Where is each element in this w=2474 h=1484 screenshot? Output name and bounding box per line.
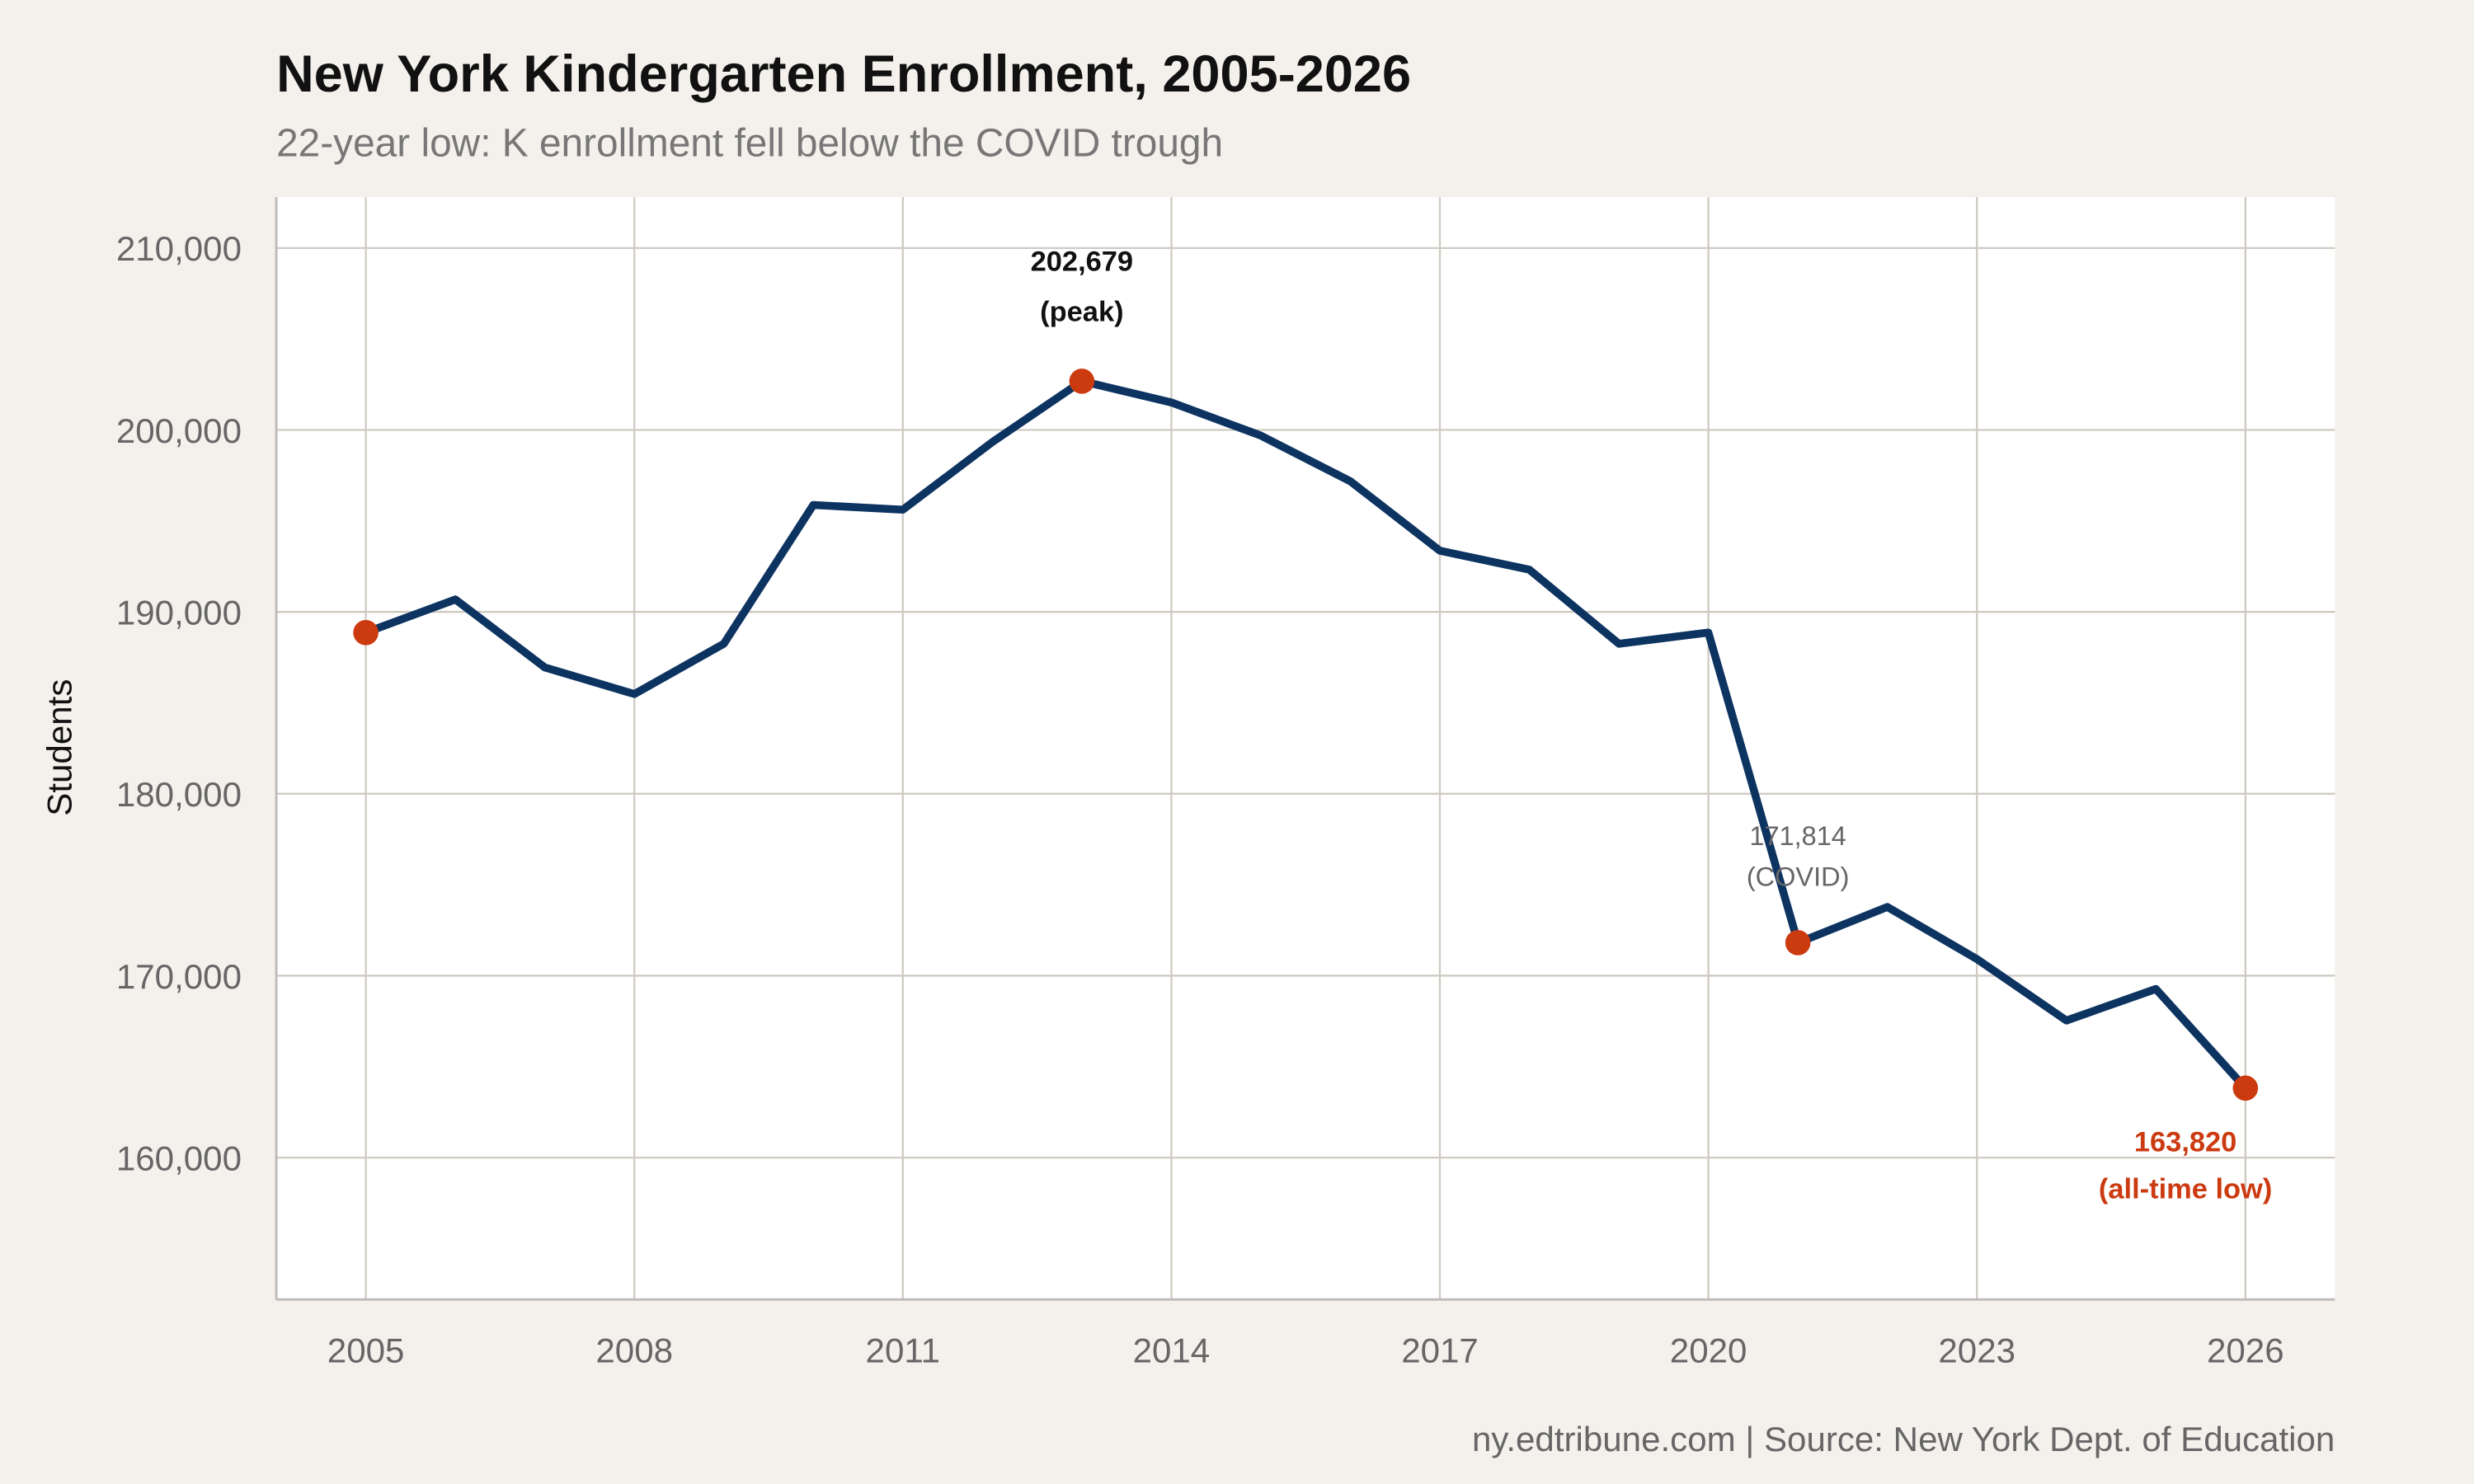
data-point-2005 [353,620,379,646]
x-tick-label: 2023 [1938,1331,2015,1370]
y-axis-label: Students [40,679,78,816]
chart-title: New York Kindergarten Enrollment, 2005-2… [276,45,1411,103]
y-tick-label: 210,000 [116,229,242,268]
x-tick-label: 2011 [866,1331,940,1370]
x-tick-label: 2017 [1401,1331,1479,1370]
x-tick-label: 2014 [1133,1331,1211,1370]
y-tick-label: 180,000 [116,775,242,814]
x-tick-label: 2008 [595,1331,673,1370]
plot-panel [276,197,2335,1300]
annotation-value: 202,679 [1031,247,1133,278]
annotation-value: 163,820 [2134,1126,2236,1158]
annotation-note: (peak) [1040,297,1123,328]
chart-caption: ny.edtribune.com | Source: New York Dept… [1472,1420,2335,1458]
data-point-2021 [1785,930,1811,956]
x-tick-label: 2020 [1670,1331,1747,1370]
annotation-note: (all-time low) [2099,1174,2272,1205]
annotations: 202,679 (peak) 171,814 (COVID) 163,820 (all-t… [1031,247,2273,1205]
annotation-note: (COVID) [1747,862,1850,892]
tick-labels: 160,000 170,000 180,000 190,000 200,000 210,0… [116,229,2284,1370]
y-tick-label: 170,000 [116,957,242,996]
gridlines [276,197,2335,1300]
data-point-2013 [1069,369,1095,394]
x-tick-label: 2026 [2207,1331,2284,1370]
y-tick-label: 200,000 [116,411,242,450]
x-tick-label: 2005 [327,1331,405,1370]
y-tick-label: 160,000 [116,1139,242,1177]
highlight-points [353,369,2259,1101]
y-tick-label: 190,000 [116,593,242,632]
annotation-value: 171,814 [1749,821,1846,851]
series-line [364,377,2249,1092]
chart-subtitle: 22-year low: K enrollment fell below the… [276,121,1223,165]
data-point-2026 [2232,1075,2259,1101]
